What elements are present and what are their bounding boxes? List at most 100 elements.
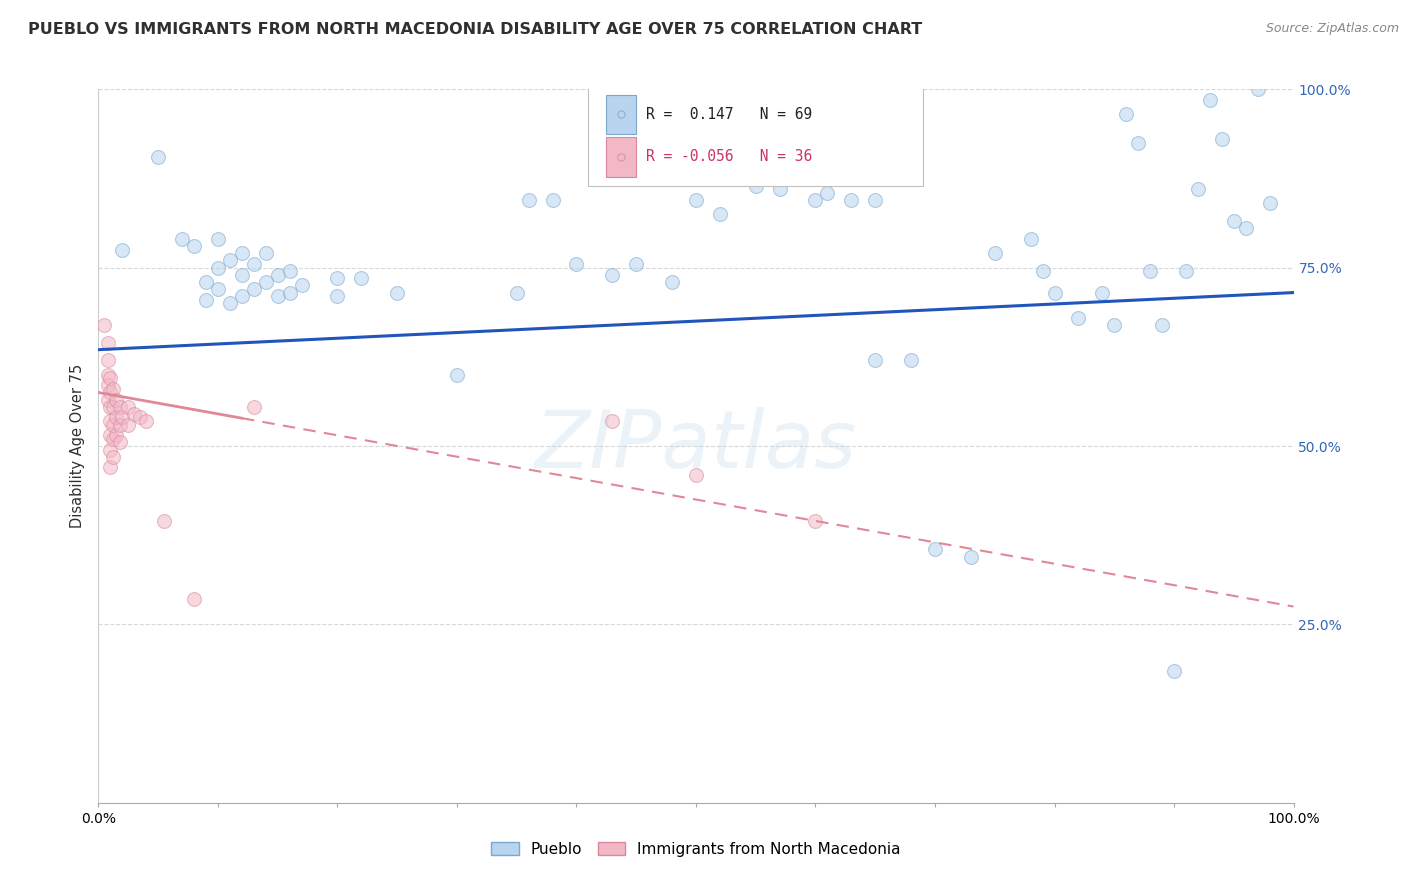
Point xyxy=(183,592,205,607)
Point xyxy=(863,353,887,368)
Point xyxy=(219,296,242,310)
Point xyxy=(194,293,218,307)
Point xyxy=(278,285,301,300)
Point xyxy=(1198,93,1220,107)
Point xyxy=(243,257,266,271)
Point xyxy=(97,353,120,368)
Point xyxy=(117,400,139,414)
Bar xyxy=(606,137,637,177)
Point xyxy=(804,193,827,207)
Point xyxy=(254,246,277,260)
Point xyxy=(267,268,290,282)
Point xyxy=(194,275,218,289)
Point xyxy=(610,150,633,164)
Text: R = -0.056   N = 36: R = -0.056 N = 36 xyxy=(645,150,813,164)
Point xyxy=(1091,285,1114,300)
Point xyxy=(1019,232,1042,246)
Point xyxy=(1102,318,1125,332)
Point xyxy=(900,353,922,368)
Point xyxy=(1115,107,1137,121)
Point xyxy=(183,239,205,253)
Point xyxy=(98,400,122,414)
Point xyxy=(97,335,120,350)
Legend: Pueblo, Immigrants from North Macedonia: Pueblo, Immigrants from North Macedonia xyxy=(485,836,907,863)
Point xyxy=(98,460,122,475)
Point xyxy=(231,289,253,303)
Point xyxy=(101,382,124,396)
Point xyxy=(1187,182,1209,196)
Point xyxy=(1043,285,1066,300)
Point xyxy=(278,264,301,278)
Point xyxy=(350,271,373,285)
Point xyxy=(108,417,131,432)
Point xyxy=(105,392,128,407)
Point xyxy=(98,442,122,457)
Point xyxy=(709,207,731,221)
Bar xyxy=(606,95,637,134)
Point xyxy=(108,435,131,450)
Point xyxy=(101,432,124,446)
Point xyxy=(124,407,146,421)
Point xyxy=(153,514,176,528)
Point xyxy=(863,193,887,207)
Point xyxy=(602,268,624,282)
Point xyxy=(98,385,122,400)
Point xyxy=(148,150,170,164)
Point xyxy=(101,400,124,414)
Point xyxy=(105,428,128,442)
Point xyxy=(610,107,633,121)
Point xyxy=(1150,318,1173,332)
Point xyxy=(626,257,648,271)
Point xyxy=(889,171,911,186)
Text: Source: ZipAtlas.com: Source: ZipAtlas.com xyxy=(1265,22,1399,36)
Y-axis label: Disability Age Over 75: Disability Age Over 75 xyxy=(70,364,86,528)
Point xyxy=(207,260,229,275)
FancyBboxPatch shape xyxy=(588,86,922,186)
Point xyxy=(1175,264,1198,278)
Point xyxy=(517,193,540,207)
Point xyxy=(984,246,1007,260)
Point xyxy=(98,371,122,385)
Text: R =  0.147   N = 69: R = 0.147 N = 69 xyxy=(645,107,813,121)
Point xyxy=(841,168,863,182)
Point xyxy=(815,186,838,200)
Point xyxy=(1128,136,1150,150)
Point xyxy=(98,414,122,428)
Point xyxy=(243,282,266,296)
Point xyxy=(172,232,194,246)
Point xyxy=(1234,221,1257,235)
Point xyxy=(105,410,128,425)
Point xyxy=(267,289,290,303)
Point xyxy=(541,193,564,207)
Point xyxy=(685,467,707,482)
Point xyxy=(506,285,529,300)
Point xyxy=(1211,132,1233,146)
Point xyxy=(804,514,827,528)
Point xyxy=(768,182,790,196)
Point xyxy=(1163,664,1185,678)
Point xyxy=(101,450,124,464)
Point xyxy=(231,246,253,260)
Point xyxy=(1258,196,1281,211)
Point xyxy=(924,542,946,557)
Point xyxy=(565,257,588,271)
Point xyxy=(1246,82,1268,96)
Point xyxy=(98,428,122,442)
Point xyxy=(326,289,349,303)
Point xyxy=(97,378,120,392)
Point xyxy=(254,275,277,289)
Point xyxy=(101,417,124,432)
Point xyxy=(959,549,981,564)
Point xyxy=(97,368,120,382)
Text: PUEBLO VS IMMIGRANTS FROM NORTH MACEDONIA DISABILITY AGE OVER 75 CORRELATION CHA: PUEBLO VS IMMIGRANTS FROM NORTH MACEDONI… xyxy=(28,22,922,37)
Point xyxy=(326,271,349,285)
Point xyxy=(108,400,131,414)
Point xyxy=(685,193,707,207)
Point xyxy=(1222,214,1246,228)
Point xyxy=(1067,310,1090,325)
Point xyxy=(93,318,115,332)
Point xyxy=(111,243,134,257)
Point xyxy=(117,417,139,432)
Point xyxy=(446,368,468,382)
Point xyxy=(219,253,242,268)
